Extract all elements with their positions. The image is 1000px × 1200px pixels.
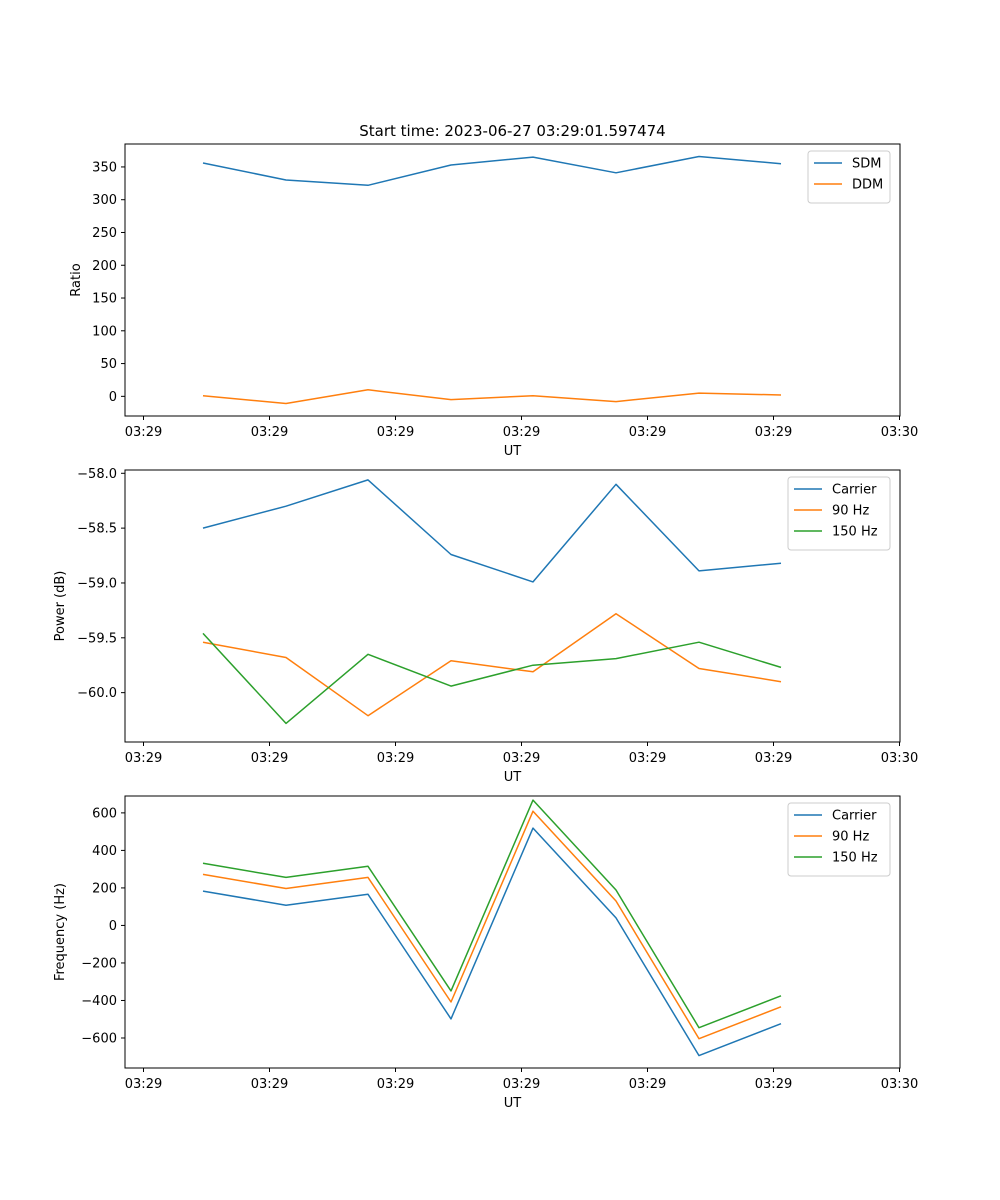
x-tick-label: 03:29	[755, 751, 792, 766]
y-axis-label: Frequency (Hz)	[53, 883, 68, 981]
series-line-carrier	[202, 479, 782, 583]
figure-title: Start time: 2023-06-27 03:29:01.597474	[359, 122, 665, 140]
x-axis-label: UT	[504, 444, 522, 459]
y-tick-label: −600	[81, 1031, 117, 1046]
x-tick-label: 03:29	[377, 425, 414, 440]
y-tick-label: −59.5	[77, 631, 117, 646]
x-axis-label: UT	[504, 1096, 522, 1111]
series-line-150-hz	[202, 632, 782, 725]
x-tick-label: 03:29	[125, 751, 162, 766]
x-tick-label: 03:29	[377, 1077, 414, 1092]
chart-panel-2: 03:29 03:29 03:29 03:29 03:29 03:29 03:30 −58.0…	[53, 467, 918, 785]
y-axis-label: Power (dB)	[53, 571, 68, 642]
y-tick-label: 0	[109, 390, 117, 405]
legend-label: 150 Hz	[832, 851, 878, 866]
series-line-90-hz	[202, 810, 782, 1040]
legend-label: Carrier	[832, 483, 877, 498]
x-tick-label: 03:30	[881, 751, 918, 766]
x-tick-label: 03:29	[629, 751, 666, 766]
axes-frame	[124, 795, 901, 1069]
y-tick-label: 350	[92, 160, 117, 175]
x-tick-label: 03:29	[251, 1077, 288, 1092]
legend-label: DDM	[852, 178, 883, 193]
x-tick-label: 03:29	[755, 1077, 792, 1092]
series-line-ddm	[202, 389, 782, 405]
y-tick-label: −58.0	[77, 467, 117, 482]
x-tick-label: 03:29	[125, 1077, 162, 1092]
y-tick-label: 200	[92, 881, 117, 896]
series-line-90-hz	[202, 612, 782, 717]
x-axis-label: UT	[504, 770, 522, 785]
y-tick-label: 150	[92, 292, 117, 307]
legend-box	[807, 150, 891, 204]
y-tick-label: −200	[81, 956, 117, 971]
legend-label: SDM	[852, 157, 881, 172]
y-tick-label: 300	[92, 193, 117, 208]
y-tick-label: 0	[109, 919, 117, 934]
x-tick-label: 03:30	[881, 425, 918, 440]
x-tick-label: 03:29	[125, 425, 162, 440]
chart-panel-3: 03:29 03:29 03:29 03:29 03:29 03:29 03:30 600 40…	[53, 795, 918, 1111]
legend-label: 90 Hz	[832, 830, 869, 845]
y-tick-label: −60.0	[77, 686, 117, 701]
y-tick-label: −59.0	[77, 576, 117, 591]
axes-frame	[124, 143, 901, 417]
legend: Carrier 90 Hz 150 Hz	[787, 476, 891, 551]
x-tick-label: 03:29	[503, 425, 540, 440]
y-tick-label: 100	[92, 324, 117, 339]
legend: Carrier 90 Hz 150 Hz	[787, 802, 891, 877]
y-tick-label: −400	[81, 994, 117, 1009]
y-tick-label: 600	[92, 806, 117, 821]
y-tick-label: 200	[92, 259, 117, 274]
x-tick-label: 03:29	[503, 1077, 540, 1092]
x-tick-label: 03:29	[251, 425, 288, 440]
y-tick-label: −58.5	[77, 522, 117, 537]
x-tick-label: 03:29	[755, 425, 792, 440]
series-line-carrier	[202, 827, 782, 1057]
y-tick-label: 50	[100, 357, 117, 372]
x-tick-label: 03:29	[629, 425, 666, 440]
y-tick-label: 250	[92, 226, 117, 241]
series-line-sdm	[202, 155, 782, 187]
axes-frame	[124, 469, 901, 743]
chart-panel-1: 03:29 03:29 03:29 03:29 03:29 03:29 03:30 0 50 10…	[69, 143, 918, 459]
x-tick-label: 03:29	[251, 751, 288, 766]
y-axis-label: Ratio	[69, 263, 84, 296]
y-tick-label: 400	[92, 844, 117, 859]
x-tick-label: 03:29	[629, 1077, 666, 1092]
legend-label: 150 Hz	[832, 525, 878, 540]
x-tick-label: 03:29	[377, 751, 414, 766]
legend-label: Carrier	[832, 809, 877, 824]
chart-panels: 03:29 03:29 03:29 03:29 03:29 03:29 03:30 0 50 10…	[53, 143, 918, 1111]
x-tick-label: 03:29	[503, 751, 540, 766]
series-line-150-hz	[202, 799, 782, 1029]
legend: SDM DDM	[807, 150, 891, 204]
x-tick-label: 03:30	[881, 1077, 918, 1092]
legend-label: 90 Hz	[832, 504, 869, 519]
